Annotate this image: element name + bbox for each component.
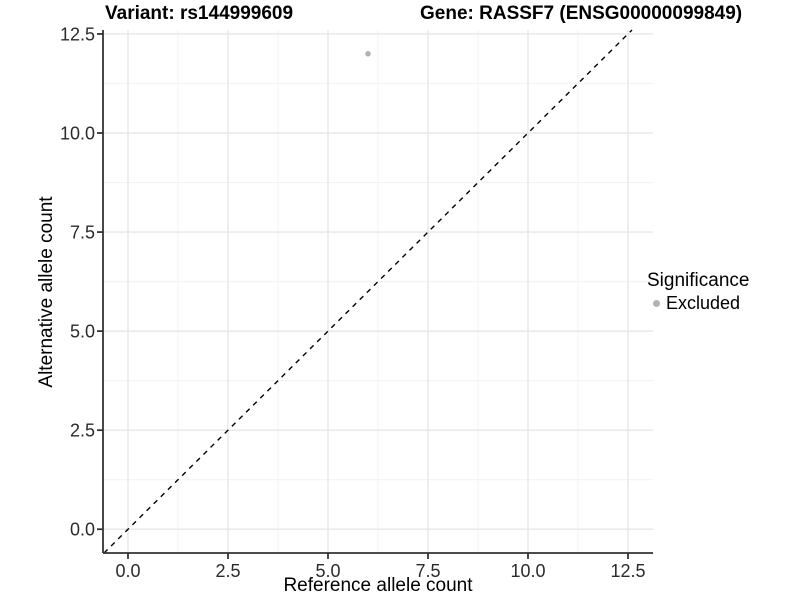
x-tick-label: 7.5 — [415, 561, 440, 581]
y-tick-label: 2.5 — [70, 421, 95, 441]
legend-item-label: Excluded — [666, 293, 741, 313]
plot-title-variant: Variant: rs144999609 — [105, 3, 294, 24]
identity-dashed-line — [103, 29, 633, 554]
plot-title-gene: Gene: RASSF7 (ENSG00000099849) — [420, 3, 743, 24]
y-tick-label: 0.0 — [70, 520, 95, 540]
legend-point-icon — [653, 300, 660, 307]
y-tick-label: 10.0 — [60, 124, 95, 144]
data-point — [365, 50, 371, 57]
y-tick-label: 7.5 — [70, 223, 95, 243]
legend-item-excluded: Excluded — [647, 293, 749, 314]
x-tick-label: 2.5 — [215, 561, 240, 581]
x-tick-label: 12.5 — [610, 561, 645, 581]
legend: Significance Excluded — [647, 270, 749, 314]
x-axis-title: Reference allele count — [283, 575, 473, 596]
y-tick-label: 5.0 — [70, 322, 95, 342]
x-tick-label: 5.0 — [315, 561, 340, 581]
legend-title: Significance — [647, 270, 750, 291]
y-axis-title: Alternative allele count — [36, 196, 57, 388]
x-tick-label: 10.0 — [510, 561, 545, 581]
y-tick-label: 12.5 — [60, 24, 95, 44]
x-tick-label: 0.0 — [115, 561, 140, 581]
